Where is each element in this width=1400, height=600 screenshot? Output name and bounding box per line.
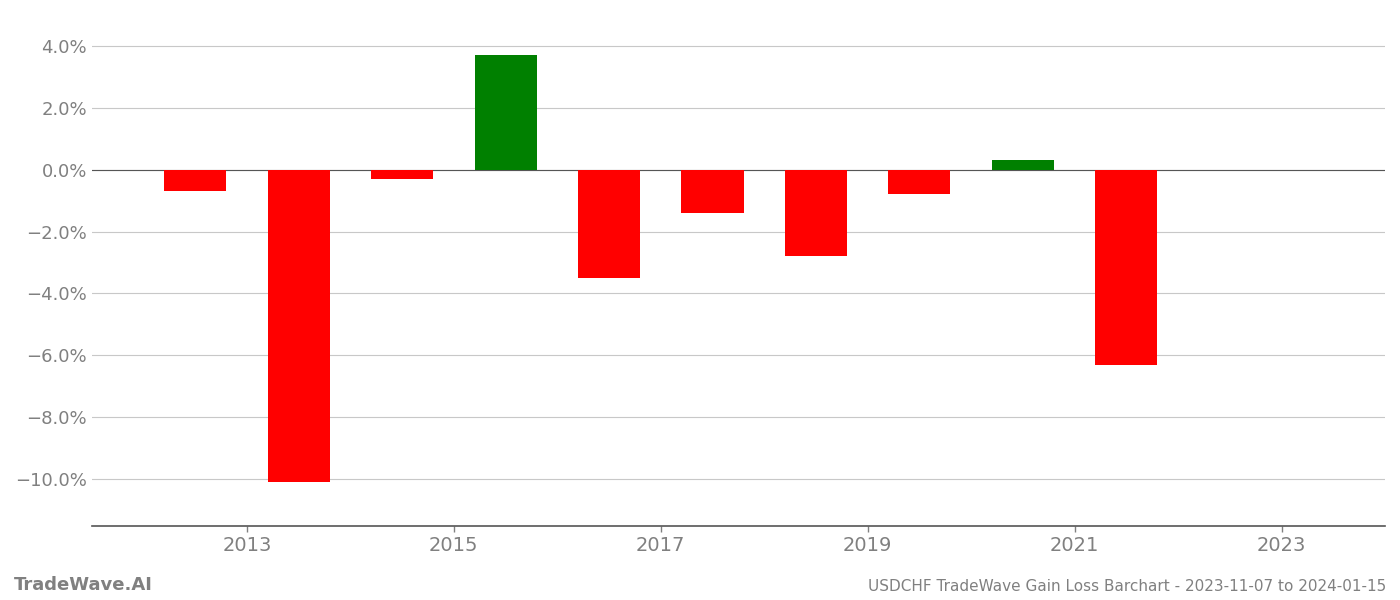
Bar — [578, 170, 640, 278]
Bar — [371, 170, 433, 179]
Bar — [991, 160, 1054, 170]
Bar — [267, 170, 329, 482]
Bar — [889, 170, 951, 194]
Bar — [164, 170, 227, 191]
Text: TradeWave.AI: TradeWave.AI — [14, 576, 153, 594]
Bar — [475, 55, 536, 170]
Bar — [785, 170, 847, 256]
Bar — [1095, 170, 1158, 365]
Text: USDCHF TradeWave Gain Loss Barchart - 2023-11-07 to 2024-01-15: USDCHF TradeWave Gain Loss Barchart - 20… — [868, 579, 1386, 594]
Bar — [682, 170, 743, 213]
